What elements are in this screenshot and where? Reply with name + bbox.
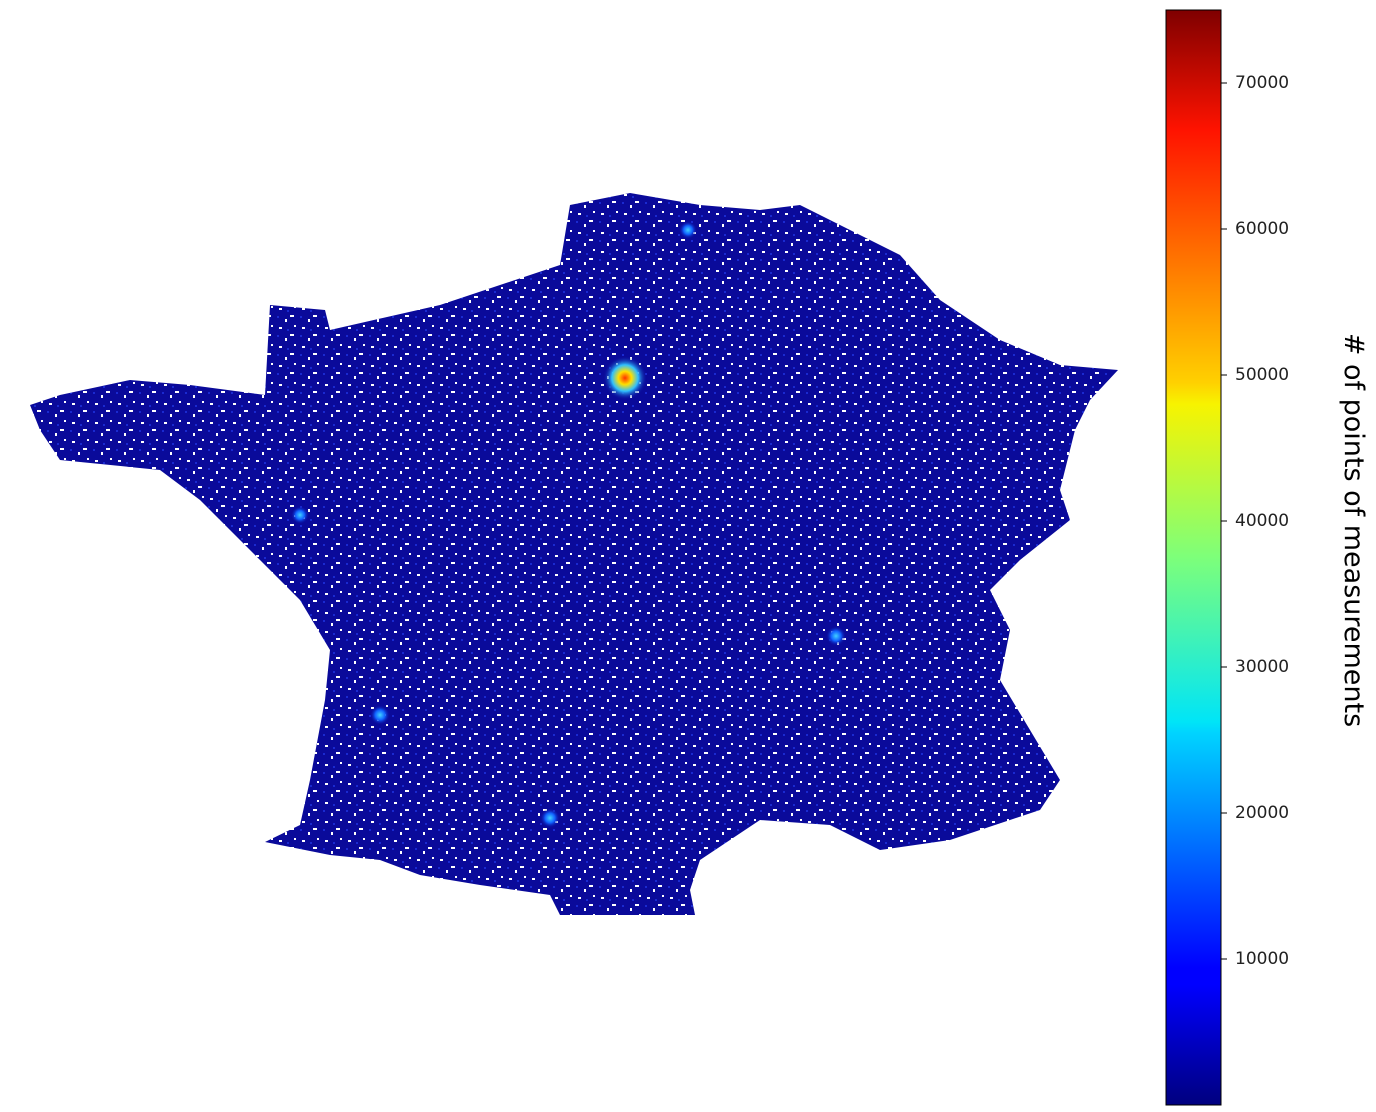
france-heatmap — [30, 193, 1118, 915]
tick-label: 20000 — [1235, 803, 1289, 823]
hotspot — [679, 221, 697, 239]
colorbar — [1165, 9, 1222, 1106]
colorbar-label: # of points of measurements — [1338, 333, 1369, 727]
hotspot — [540, 808, 560, 828]
tick-label: 70000 — [1235, 73, 1289, 93]
hotspot — [826, 626, 846, 646]
tick-label: 30000 — [1235, 657, 1289, 677]
hotspot — [603, 356, 647, 400]
map — [30, 193, 1118, 915]
tick-label: 40000 — [1235, 511, 1289, 531]
hotspot — [291, 506, 309, 524]
tick-label: 50000 — [1235, 365, 1289, 385]
hotspot — [370, 705, 390, 725]
tick-label: 10000 — [1235, 949, 1289, 969]
tick-label: 60000 — [1235, 219, 1289, 239]
